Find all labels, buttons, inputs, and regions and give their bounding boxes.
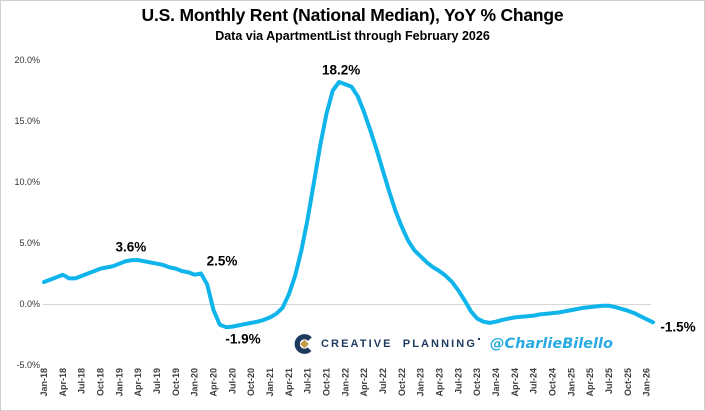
y-axis-tick-label: 0.0%: [19, 299, 40, 309]
x-axis-tick-label: Apr-25: [585, 368, 595, 397]
rent-yoy-line: [42, 80, 655, 330]
y-axis-tick-label: 10.0%: [14, 177, 40, 187]
watermark-handle[interactable]: @CharlieBilello: [490, 335, 613, 352]
x-axis-tick-label: Jul-22: [378, 368, 388, 394]
x-axis-tick-label: Apr-20: [209, 368, 219, 397]
x-axis-tick-label: Jan-18: [39, 368, 49, 397]
x-axis-tick-label: Jan-21: [265, 368, 275, 397]
x-axis-tick-label: Apr-22: [359, 368, 369, 397]
x-axis-tick-label: Oct-20: [246, 368, 256, 396]
y-axis-tick-label: 5.0%: [19, 238, 40, 248]
x-axis-tick-label: Jul-20: [227, 368, 237, 394]
x-axis-tick-label: Oct-21: [322, 368, 332, 396]
x-axis-tick-label: Jan-26: [642, 368, 652, 397]
annotation--1.9%: -1.9%: [225, 331, 261, 347]
y-axis-tick-label: 20.0%: [14, 55, 40, 65]
x-axis-tick-label: Oct-25: [623, 368, 633, 396]
x-axis-tick-label: Apr-21: [284, 368, 294, 397]
chart-subtitle: Data via ApartmentList through February …: [215, 29, 490, 43]
x-axis-tick-label: Oct-24: [548, 368, 558, 396]
watermark-brand-text: CREATIVE PLANNING: [321, 337, 478, 350]
x-axis-tick-label: Jan-25: [566, 368, 576, 397]
x-axis-tick-label: Jan-22: [340, 368, 350, 397]
creative-planning-c-logo-icon: [294, 333, 315, 354]
annotation-18.2%: 18.2%: [321, 62, 361, 78]
x-axis-tick-label: Apr-18: [58, 368, 68, 397]
annotation-3.6%: 3.6%: [115, 239, 147, 255]
chart-title: U.S. Monthly Rent (National Median), YoY…: [141, 5, 564, 25]
x-axis-tick-label: Apr-23: [435, 368, 445, 397]
x-axis-tick-label: Jul-25: [604, 368, 614, 394]
trademark-dot: [478, 338, 481, 340]
annotation--1.5%: -1.5%: [660, 319, 696, 335]
y-axis-tick-label: 15.0%: [14, 116, 40, 126]
x-axis-tick-label: Jan-20: [190, 368, 200, 397]
x-axis-tick-label: Jul-21: [303, 368, 313, 394]
x-axis-tick-label: Jul-19: [152, 368, 162, 394]
x-axis-tick-label: Jul-18: [77, 368, 87, 394]
x-axis-tick-label: Oct-19: [171, 368, 181, 396]
x-axis-tick-label: Jul-24: [529, 368, 539, 394]
x-axis-tick-label: Jul-23: [453, 368, 463, 394]
y-axis-tick-label: -5.0%: [16, 360, 40, 370]
x-axis-tick-label: Jan-19: [114, 368, 124, 397]
x-axis-tick-label: Oct-22: [397, 368, 407, 396]
x-axis-tick-label: Oct-18: [96, 368, 106, 396]
annotation-2.5%: 2.5%: [206, 253, 238, 268]
x-axis-tick-label: Apr-19: [133, 368, 143, 397]
x-axis-tick-label: Oct-23: [472, 368, 482, 396]
x-axis-tick-label: Jan-24: [491, 368, 501, 397]
x-axis-tick-label: Jan-23: [416, 368, 426, 397]
x-axis-tick-label: Apr-24: [510, 368, 520, 397]
watermark: CREATIVE PLANNING @CharlieBilello: [294, 330, 613, 357]
